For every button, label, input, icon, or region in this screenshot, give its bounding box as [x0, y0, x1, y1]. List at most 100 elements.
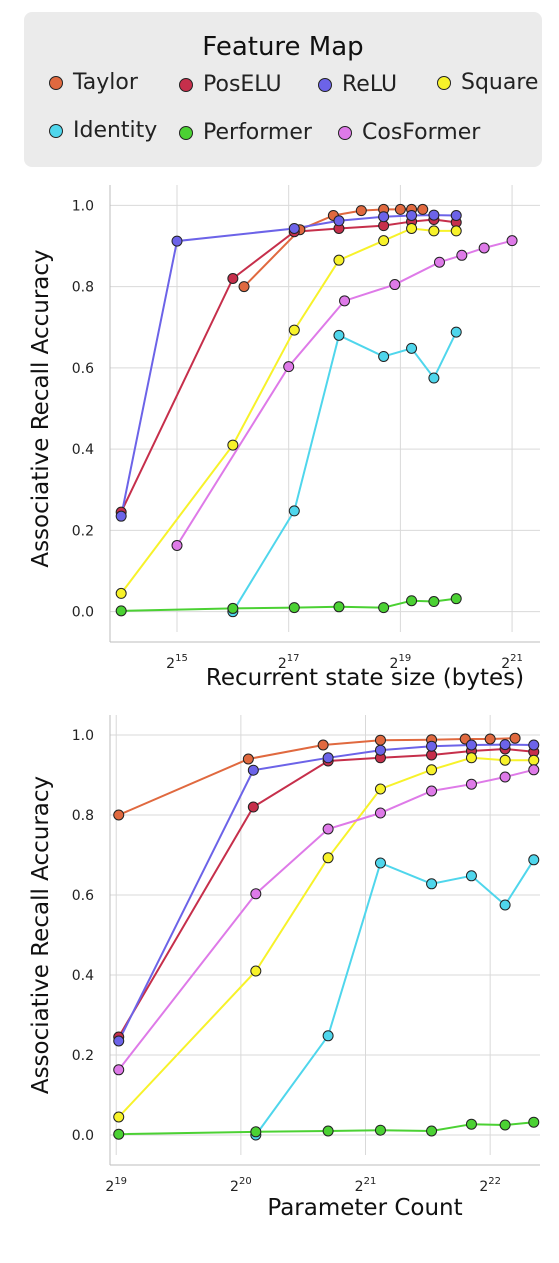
data-point-performer — [322, 1125, 334, 1137]
data-point-relu — [465, 739, 477, 751]
data-point-relu — [374, 744, 386, 756]
x-tick-exponent: 19 — [114, 1176, 127, 1187]
data-point-relu — [333, 215, 345, 227]
data-point-performer — [426, 1125, 438, 1137]
data-point-performer — [450, 593, 462, 605]
data-point-cosformer — [528, 764, 540, 776]
data-point-identity — [426, 878, 438, 890]
data-point-taylor — [417, 203, 429, 215]
data-point-taylor — [509, 732, 521, 744]
x-tick-base: 2 — [166, 656, 175, 672]
data-point-performer — [428, 596, 440, 608]
data-point-identity — [465, 870, 477, 882]
y-axis-label: Associative Recall Accuracy — [28, 249, 54, 567]
x-tick-exponent: 17 — [287, 653, 300, 664]
data-point-cosformer — [465, 778, 477, 790]
data-point-square — [450, 225, 462, 237]
data-point-relu — [322, 752, 334, 764]
data-point-cosformer — [171, 539, 183, 551]
y-tick-label: 0.8 — [72, 808, 94, 824]
data-point-relu — [113, 1035, 125, 1047]
data-point-square — [465, 752, 477, 764]
legend-label-taylor: Taylor — [73, 70, 138, 95]
y-tick-label: 0.4 — [72, 968, 94, 984]
y-tick-label: 0.0 — [72, 605, 94, 621]
x-tick-label: 221 — [355, 1176, 377, 1195]
legend-label-relu: ReLU — [342, 72, 398, 97]
data-point-cosformer — [389, 279, 401, 291]
data-point-square — [499, 754, 511, 766]
legend-marker-identity — [49, 123, 63, 138]
data-point-square — [227, 439, 239, 451]
data-point-cosformer — [113, 1064, 125, 1076]
x-tick-exponent: 20 — [239, 1176, 252, 1187]
data-point-square — [115, 587, 127, 599]
legend-item-identity: Identity — [49, 118, 157, 143]
x-tick-label: 221 — [501, 653, 523, 672]
x-tick-exponent: 22 — [488, 1176, 501, 1187]
data-point-cosformer — [506, 235, 518, 247]
data-point-identity — [428, 372, 440, 384]
x-tick-base: 2 — [355, 1179, 364, 1195]
legend-marker-cosformer — [338, 125, 352, 140]
x-axis-label: Recurrent state size (bytes) — [206, 665, 524, 691]
x-tick-base: 2 — [105, 1179, 114, 1195]
data-point-cosformer — [374, 807, 386, 819]
data-point-performer — [378, 602, 390, 614]
x-tick-exponent: 19 — [398, 653, 411, 664]
y-tick-label: 0.6 — [72, 361, 94, 377]
data-point-taylor — [355, 205, 367, 217]
data-point-taylor — [113, 809, 125, 821]
legend-marker-poselu — [179, 77, 193, 92]
data-point-performer — [113, 1128, 125, 1140]
data-point-relu — [528, 739, 540, 751]
x-tick-label: 219 — [105, 1176, 127, 1195]
legend-marker-relu — [318, 77, 332, 92]
data-point-square — [333, 254, 345, 266]
data-point-square — [528, 754, 540, 766]
data-point-identity — [499, 899, 511, 911]
data-point-taylor — [317, 739, 329, 751]
legend-item-performer: Performer — [179, 120, 312, 145]
series-line-performer — [118, 1121, 534, 1136]
x-tick-exponent: 21 — [364, 1176, 377, 1187]
legend-title: Feature Map — [202, 32, 364, 62]
data-point-cosformer — [478, 242, 490, 254]
series-line-poselu — [117, 747, 534, 1038]
data-point-identity — [450, 326, 462, 338]
data-point-cosformer — [283, 361, 295, 373]
legend-label-cosformer: CosFormer — [362, 120, 481, 145]
data-point-taylor — [394, 203, 406, 215]
legend-label-performer: Performer — [203, 120, 312, 145]
y-tick-label: 0.6 — [72, 888, 94, 904]
data-point-identity — [374, 857, 386, 869]
data-point-performer — [288, 602, 300, 614]
y-axis-label: Associative Recall Accuracy — [28, 776, 54, 1094]
data-point-relu — [247, 764, 259, 776]
y-tick-label: 1.0 — [72, 198, 94, 214]
y-tick-label: 0.2 — [72, 523, 94, 539]
legend-label-poselu: PosELU — [203, 72, 282, 97]
series-line-identity — [232, 331, 458, 613]
data-point-square — [428, 225, 440, 237]
data-point-taylor — [242, 753, 254, 765]
x-tick-label: 217 — [278, 653, 300, 672]
series-line-taylor — [118, 737, 516, 816]
data-point-relu — [171, 235, 183, 247]
legend-label-identity: Identity — [73, 118, 158, 143]
x-tick-label: 222 — [479, 1176, 501, 1195]
data-point-identity — [322, 1030, 334, 1042]
data-point-relu — [426, 740, 438, 752]
data-point-performer — [333, 601, 345, 613]
data-point-taylor — [374, 734, 386, 746]
data-point-relu — [428, 209, 440, 221]
legend-item-relu: ReLU — [318, 72, 397, 97]
x-tick-base: 2 — [278, 656, 287, 672]
y-tick-label: 0.2 — [72, 1048, 94, 1064]
data-point-square — [426, 764, 438, 776]
y-tick-label: 0.0 — [72, 1128, 94, 1144]
legend-label-square: Square — [461, 70, 539, 95]
data-point-relu — [499, 739, 511, 751]
data-point-cosformer — [426, 785, 438, 797]
data-point-poselu — [227, 272, 239, 284]
